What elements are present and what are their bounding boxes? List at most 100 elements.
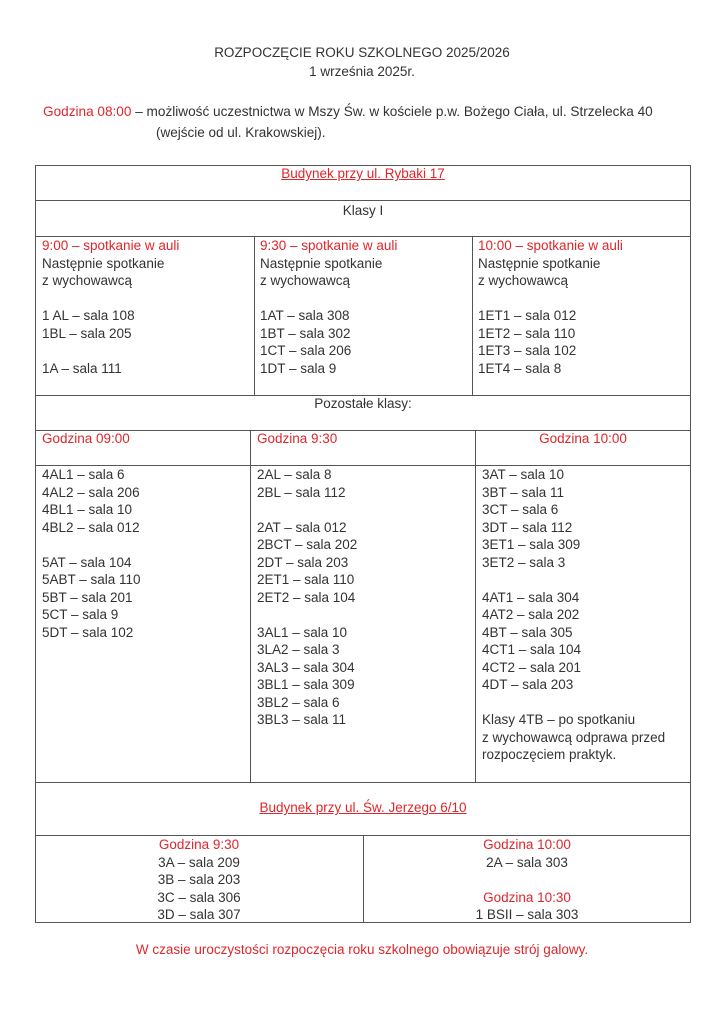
first-classes-col-9-30: 9:30 – spotkanie w auli Następnie spotkan…: [254, 237, 472, 377]
divider: [35, 395, 691, 396]
list-item: 3AL3 – sala 304: [257, 659, 355, 675]
divider: [35, 782, 691, 783]
blank-line: [257, 501, 469, 519]
other-classes-col-9-00: 4AL1 – sala 6 4AL2 – sala 206 4BL1 – sala …: [36, 466, 250, 641]
list-item: 3ET1 – sala 309: [482, 537, 581, 552]
list-item: 1AT – sala 308: [260, 308, 350, 323]
other-classes-col-9-30: 2AL – sala 8 2BL – sala 112 2AT – sala 012…: [251, 466, 475, 729]
list-item: rozpoczęciem praktyk.: [482, 747, 617, 762]
list-item: 4BL1 – sala 10: [42, 502, 133, 517]
list-item: 3ET2 – sala 3: [482, 554, 566, 570]
list-item: 1CT – sala 206: [260, 343, 352, 358]
building2-title: Budynek przy ul. Św. Jerzego 6/10: [259, 800, 467, 815]
mass-time: Godzina 08:00: [43, 104, 132, 119]
time-heading: Godzina 10:00: [483, 837, 571, 852]
list-item: 3AT – sala 10: [482, 467, 565, 482]
list-item: z wychowawcą odprawa przed: [482, 729, 666, 745]
list-item: 3CT – sala 6: [482, 502, 559, 517]
list-item: 4AL2 – sala 206: [42, 484, 140, 500]
list-item: 5DT – sala 102: [42, 624, 134, 640]
mass-text-line2: (wejście od ul. Krakowskiej).: [156, 125, 326, 140]
list-item: 2AL – sala 8: [257, 467, 332, 482]
list-item: z wychowawcą: [478, 273, 569, 288]
list-item: 1 AL – sala 108: [42, 308, 135, 323]
list-item: 4CT1 – sala 104: [482, 642, 582, 657]
list-item: 1BT – sala 302: [260, 325, 351, 341]
list-item: 4BT – sala 305: [482, 624, 573, 640]
divider: [35, 200, 691, 201]
divider: [35, 430, 691, 431]
list-item: Następnie spotkanie: [260, 255, 383, 271]
list-item: 5CT – sala 9: [42, 607, 119, 622]
list-item: 1ET3 – sala 102: [478, 343, 577, 358]
list-item: 3BL3 – sala 11: [257, 712, 347, 727]
list-item: Następnie spotkanie: [42, 255, 165, 271]
list-item: 4BL2 – sala 012: [42, 519, 140, 535]
first-classes-col-9-00: 9:00 – spotkanie w auli Następnie spotkan…: [36, 237, 254, 377]
blank-line: [369, 871, 685, 889]
list-item: z wychowawcą: [42, 273, 133, 288]
list-item: 3BL1 – sala 309: [257, 677, 355, 692]
list-item: 1ET2 – sala 110: [478, 325, 576, 341]
list-item: 2ET2 – sala 104: [257, 589, 356, 605]
list-item: 1A – sala 111: [42, 360, 122, 376]
list-item: 2ET1 – sala 110: [257, 572, 355, 587]
list-item: 3C – sala 306: [157, 889, 241, 905]
list-item: 2AT – sala 012: [257, 519, 347, 535]
list-item: 3BL2 – sala 6: [257, 694, 340, 710]
other-heading-9-30: Godzina 9:30: [257, 431, 338, 446]
list-item: 5AT – sala 104: [42, 554, 132, 570]
divider: [35, 465, 691, 466]
list-item: Następnie spotkanie: [478, 255, 601, 271]
list-item: 5BT – sala 201: [42, 589, 133, 605]
list-item: 3LA2 – sala 3: [257, 642, 340, 657]
blank-line: [482, 571, 684, 589]
list-item: 4AT1 – sala 304: [482, 589, 580, 605]
list-item: 1BL – sala 205: [42, 325, 132, 341]
list-item: 2DT – sala 203: [257, 554, 349, 570]
first-classes-title: Klasy I: [342, 203, 384, 218]
list-item: 4AT2 – sala 202: [482, 607, 580, 622]
building2-col-left: Godzina 9:30 3A – sala 209 3B – sala 203 3C…: [35, 836, 363, 924]
building1-title: Budynek przy ul. Rybaki 17: [281, 166, 445, 181]
list-item: 3A – sala 209: [158, 854, 240, 870]
column-heading: 9:30 – spotkanie w auli: [260, 238, 398, 253]
other-heading-10-00: Godzina 10:00: [539, 431, 627, 446]
list-item: 1DT – sala 9: [260, 360, 337, 376]
building2-col-right: Godzina 10:00 2A – sala 303 Godzina 10:30 1…: [363, 836, 691, 924]
document-title: ROZPOCZĘCIE ROKU SZKOLNEGO 2025/2026: [214, 45, 510, 60]
column-heading: 9:00 – spotkanie w auli: [42, 238, 180, 253]
blank-line: [42, 536, 244, 554]
list-item: 4DT – sala 203: [482, 677, 574, 692]
time-heading: Godzina 9:30: [158, 837, 240, 852]
list-item: 3AL1 – sala 10: [257, 624, 348, 640]
other-classes-col-10-00: 3AT – sala 10 3BT – sala 11 3CT – sala 6 3D…: [476, 466, 690, 764]
blank-line: [42, 290, 248, 308]
blank-line: [42, 342, 248, 360]
list-item: 3BT – sala 11: [482, 484, 565, 500]
time-heading: Godzina 10:30: [483, 889, 571, 905]
list-item: 1ET4 – sala 8: [478, 360, 562, 376]
first-classes-col-10-00: 10:00 – spotkanie w auli Następnie spotka…: [472, 237, 690, 377]
list-item: 5ABT – sala 110: [42, 572, 141, 587]
list-item: 3B – sala 203: [157, 872, 241, 887]
list-item: 4CT2 – sala 201: [482, 659, 582, 675]
mass-text: – możliwość uczestnictwa w Mszy Św. w ko…: [135, 104, 653, 119]
list-item: z wychowawcą: [260, 273, 351, 288]
list-item: 1ET1 – sala 012: [478, 308, 577, 323]
document-date: 1 września 2025r.: [309, 64, 415, 79]
blank-line: [482, 694, 684, 712]
list-item: 2A – sala 303: [486, 854, 568, 870]
divider: [35, 236, 691, 237]
column-heading: 10:00 – spotkanie w auli: [478, 238, 623, 253]
other-classes-title: Pozostałe klasy:: [314, 396, 412, 411]
divider: [363, 835, 364, 923]
other-heading-9-00: Godzina 09:00: [42, 431, 130, 446]
list-item: 3DT – sala 112: [482, 519, 573, 535]
list-item: 4AL1 – sala 6: [42, 467, 125, 482]
mass-info: Godzina 08:00 – możliwość uczestnictwa w…: [43, 103, 653, 121]
blank-line: [257, 606, 469, 624]
dress-code-note: W czasie uroczystości rozpoczęcia roku s…: [135, 942, 589, 957]
divider: [250, 430, 251, 782]
list-item: 3D – sala 307: [157, 907, 241, 922]
